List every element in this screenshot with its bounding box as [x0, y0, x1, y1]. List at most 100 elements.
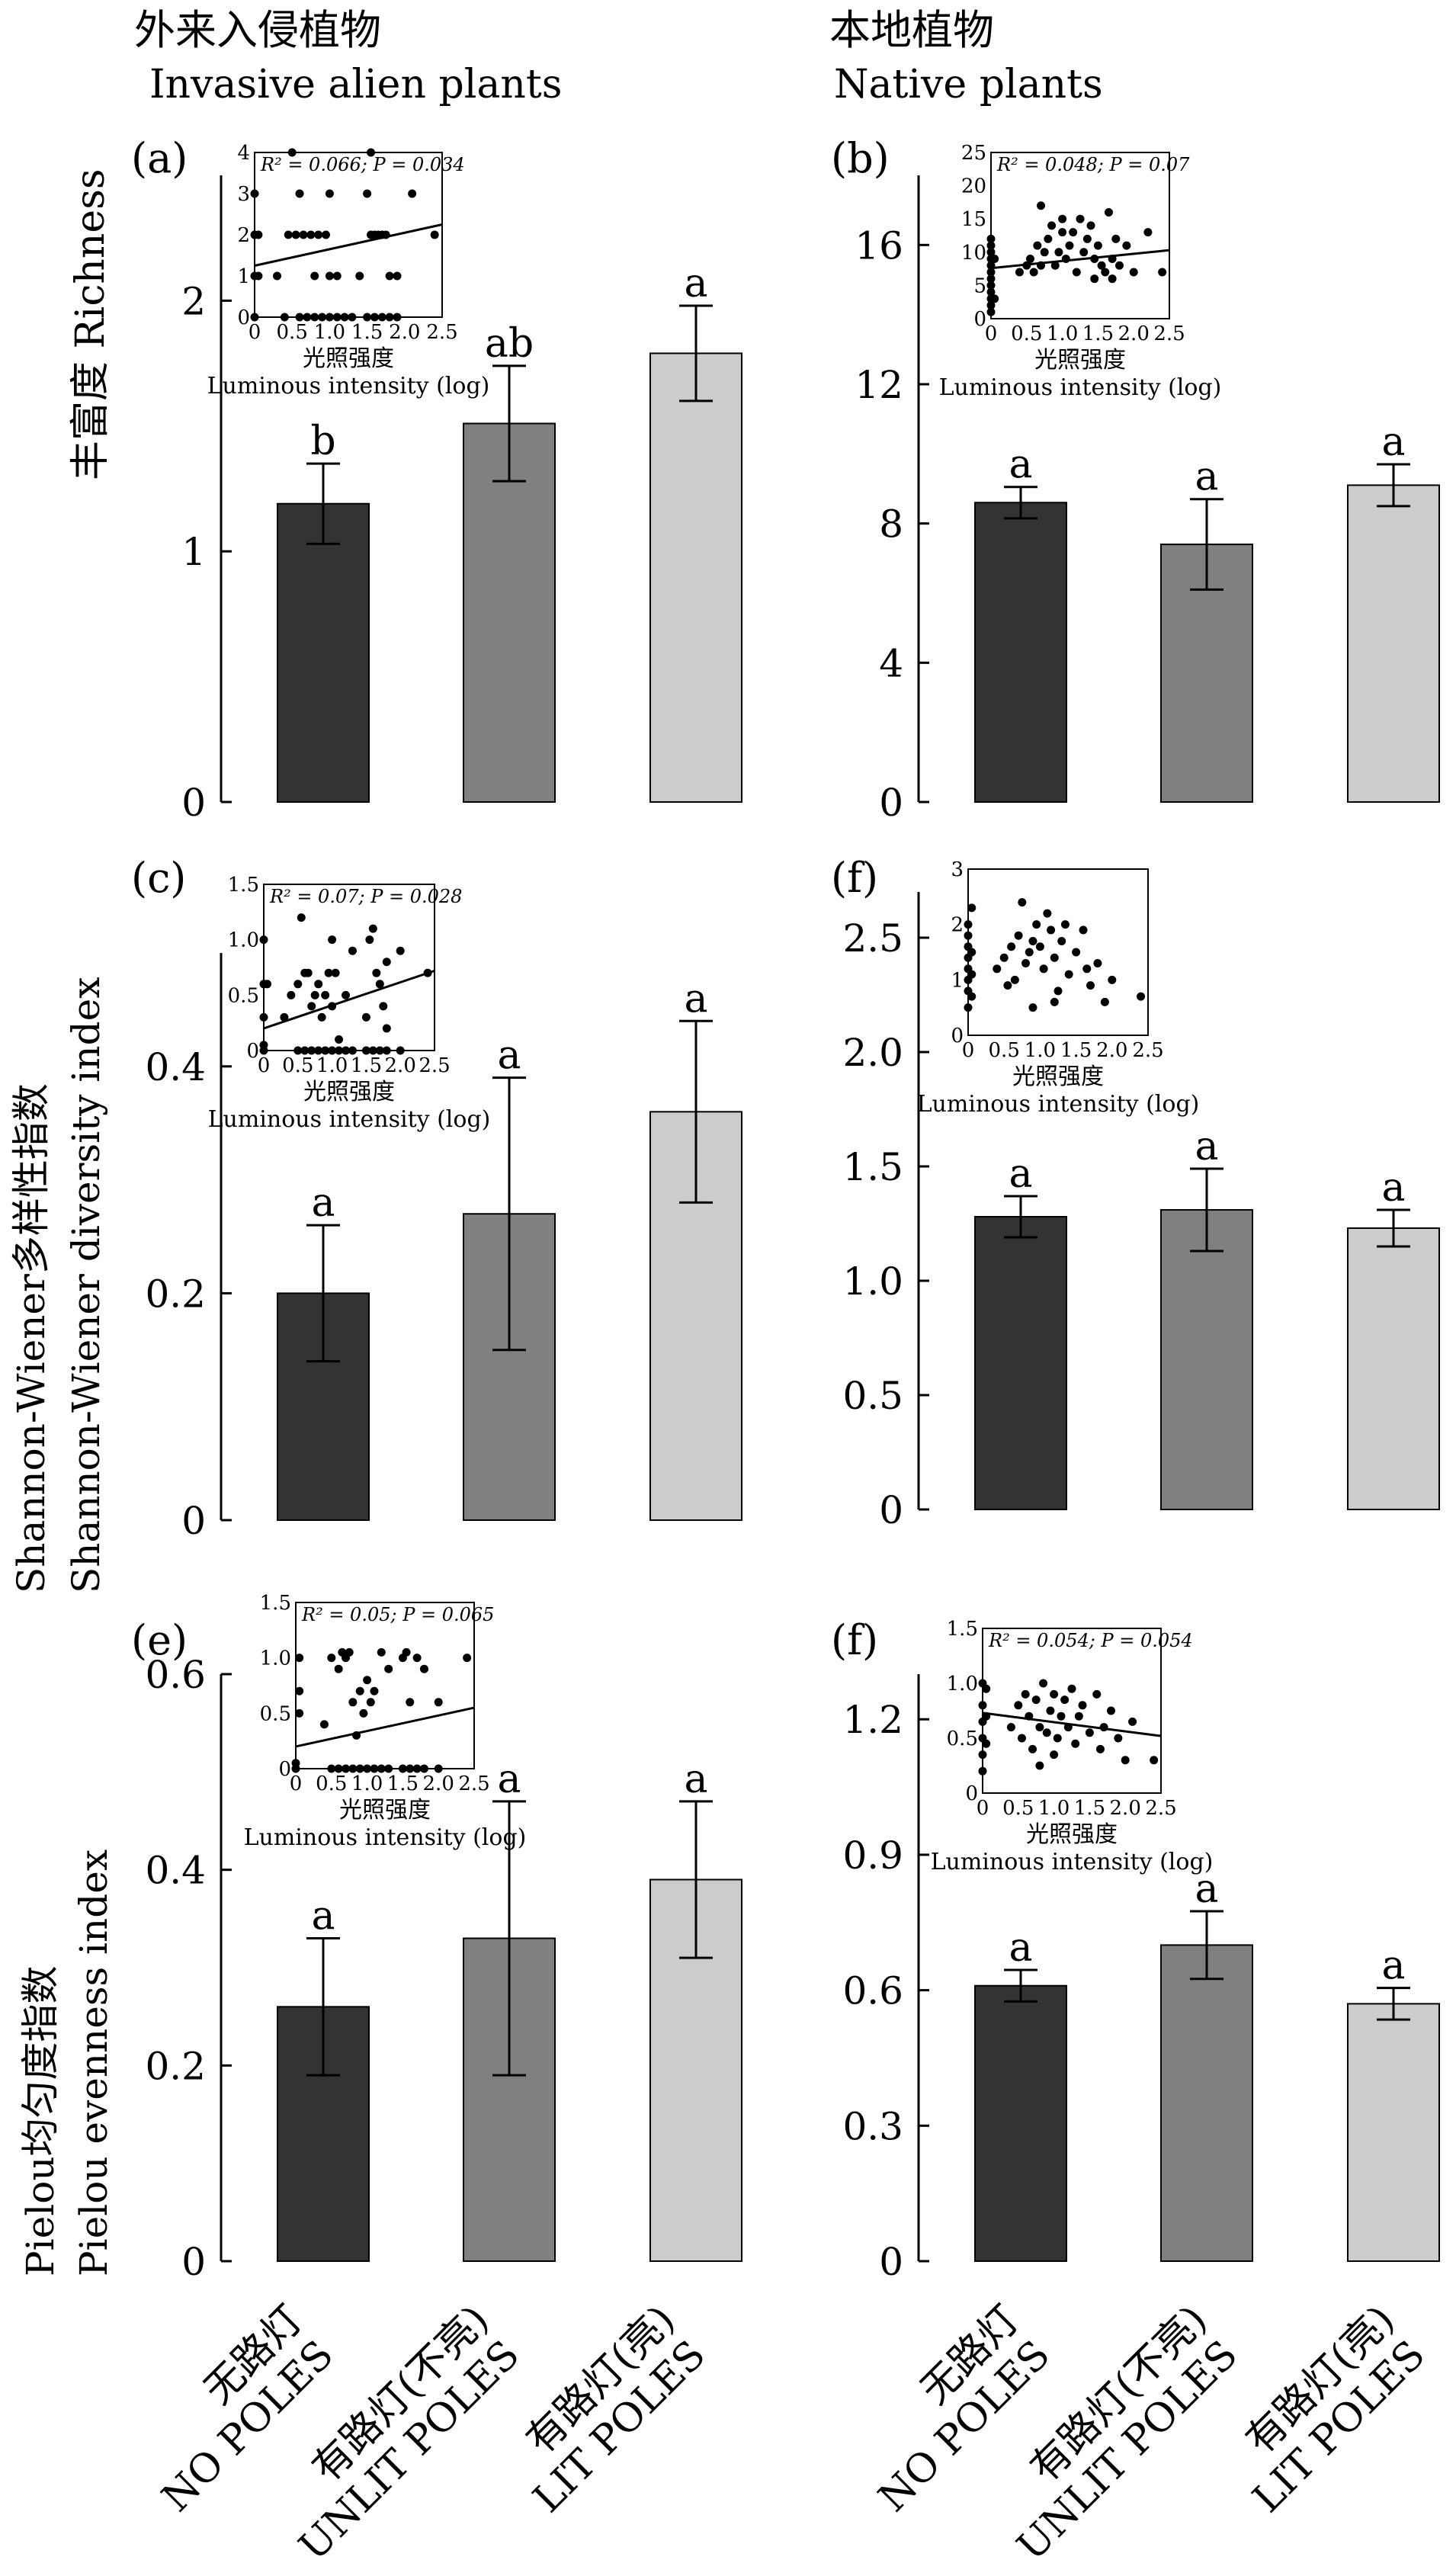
scatter-point — [1064, 970, 1073, 979]
scatter-point — [986, 248, 996, 257]
inset-x-tick-label: 1.0 — [316, 1054, 348, 1077]
scatter-point — [1029, 268, 1038, 277]
scatter-point — [310, 313, 319, 322]
scatter-point — [1150, 1756, 1159, 1765]
scatter-point — [295, 1686, 304, 1695]
inset-y-tick-label: 1.0 — [260, 1647, 291, 1670]
scatter-point — [1028, 936, 1037, 945]
scatter-point — [1050, 1750, 1059, 1760]
scatter-point — [1114, 1734, 1123, 1743]
scatter-point — [1079, 248, 1089, 257]
scatter-point — [463, 1654, 472, 1663]
inset-x-tick-label: 0.5 — [1002, 1797, 1034, 1820]
scatter-point — [280, 313, 289, 322]
scatter-point — [1050, 953, 1059, 962]
bar — [649, 352, 742, 803]
scatter-point — [1035, 1761, 1044, 1770]
scatter-point — [1006, 1723, 1015, 1732]
inset-xlabel-zh: 光照强度 — [303, 1079, 395, 1105]
inset-x-tick-label: 1.0 — [1038, 1797, 1070, 1820]
bar — [974, 1216, 1067, 1510]
xlabels-invasive: 无路灯 NO POLES 有路灯(不亮) UNLIT POLES 有路灯(亮) … — [153, 2297, 714, 2560]
scatter-point — [967, 948, 977, 957]
scatter-point — [377, 313, 386, 322]
inset-x-tick-label: 2.5 — [1145, 1797, 1176, 1820]
inset-x-tick-label: 2.0 — [1096, 1039, 1127, 1062]
significance-label: a — [1009, 1925, 1032, 1971]
scatter-point — [434, 1764, 443, 1773]
scatter-point — [348, 1046, 357, 1055]
scatter-point — [325, 271, 334, 281]
inset-stats: R² = 0.07; P = 0.028 — [269, 886, 462, 907]
scatter-point — [367, 148, 376, 157]
scatter-point — [293, 1046, 303, 1055]
bar — [1160, 1944, 1253, 2262]
inset-x-tick-label: 0.5 — [282, 1054, 313, 1077]
scatter-point — [1047, 926, 1056, 935]
scatter-point — [1035, 1723, 1044, 1732]
scatter-point — [1014, 931, 1023, 940]
inset-xlabel-en: Luminous intensity (log) — [207, 373, 490, 399]
inset-y-tick-label: 4 — [237, 142, 250, 165]
scatter-point — [314, 1046, 323, 1055]
scatter-point — [986, 281, 996, 290]
scatter-point — [293, 980, 303, 989]
significance-label: a — [1195, 1124, 1218, 1169]
scatter-point — [1021, 959, 1031, 968]
inset-x-tick-label: 2.5 — [1153, 322, 1185, 345]
inset-xlabel-en: Luminous intensity (log) — [939, 374, 1222, 401]
scatter-point — [1054, 248, 1063, 257]
scatter-point — [310, 271, 319, 281]
bar — [1160, 1209, 1253, 1510]
scatter-point — [365, 935, 374, 945]
fit-line — [254, 223, 443, 267]
inset-y-tick-label: 1.5 — [228, 874, 259, 897]
scatter-point — [406, 1698, 415, 1707]
inset-frame — [982, 1628, 1162, 1794]
significance-label: b — [310, 419, 335, 464]
scatter-point — [1092, 1689, 1102, 1699]
inset-x-tick-label: 1.0 — [1047, 322, 1078, 345]
y-tick-label: 2 — [181, 279, 206, 323]
scatter-point — [1106, 1706, 1115, 1715]
inset-x-tick-label: 0 — [962, 1039, 975, 1062]
scatter-point — [340, 313, 349, 322]
scatter-point — [348, 946, 357, 955]
scatter-point — [273, 271, 282, 281]
scatter-point — [355, 1686, 364, 1695]
scatter-point — [384, 1664, 393, 1673]
scatter-point — [375, 980, 384, 989]
significance-label: a — [1195, 454, 1218, 500]
scatter-point — [967, 903, 977, 913]
inset-xlabel-en: Luminous intensity (log) — [208, 1106, 491, 1133]
inset-y-tick-label: 1 — [237, 265, 250, 288]
inset-x-tick-label: 2.5 — [419, 1054, 450, 1077]
scatter-point — [986, 274, 996, 284]
inset-xlabel-zh: 光照强度 — [303, 345, 394, 372]
inset-x-tick-label: 1.0 — [351, 1772, 383, 1795]
scatter-point — [1069, 228, 1078, 237]
inset-y-tick-label: 1 — [951, 969, 964, 992]
scatter-point — [348, 1764, 358, 1773]
scatter-point — [379, 1002, 388, 1011]
scatter-point — [1097, 261, 1106, 270]
scatter-point — [1093, 241, 1102, 250]
scatter-point — [382, 1046, 391, 1055]
inset-xlabel-zh: 光照强度 — [1012, 1063, 1104, 1090]
scatter-point — [1090, 274, 1099, 284]
inset-x-tick-label: 2.5 — [458, 1772, 489, 1795]
inset-frame — [263, 884, 435, 1051]
significance-label: a — [1381, 1165, 1405, 1211]
inset-x-tick-label: 0 — [258, 1054, 271, 1077]
scatter-point — [1143, 228, 1153, 237]
significance-label: ab — [485, 321, 534, 367]
scatter-point — [978, 1750, 987, 1760]
scatter-point — [1086, 221, 1095, 230]
scatter-point — [325, 189, 334, 198]
scatter-point — [259, 1012, 268, 1022]
scatter-point — [1035, 942, 1044, 951]
scatter-point — [368, 924, 377, 933]
y-tick-label: 1.5 — [842, 1145, 903, 1189]
scatter-point — [1050, 1689, 1059, 1699]
bar — [974, 1984, 1067, 2263]
